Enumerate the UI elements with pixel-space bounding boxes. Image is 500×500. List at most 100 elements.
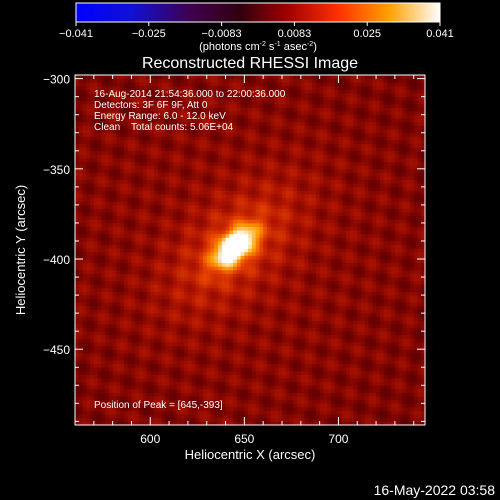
heat-pixel bbox=[225, 259, 230, 264]
heat-pixel bbox=[135, 385, 140, 390]
heat-pixel bbox=[353, 363, 358, 368]
heat-pixel bbox=[394, 259, 400, 264]
heat-pixel bbox=[368, 421, 373, 425]
heat-pixel bbox=[218, 417, 223, 422]
heat-pixel bbox=[278, 349, 283, 354]
heat-pixel bbox=[293, 374, 298, 379]
heat-pixel bbox=[169, 356, 174, 361]
heat-pixel bbox=[417, 251, 422, 256]
heat-pixel bbox=[285, 392, 290, 397]
heat-pixel bbox=[421, 417, 425, 422]
heat-pixel bbox=[421, 316, 425, 321]
heat-pixel bbox=[116, 334, 121, 339]
heat-pixel bbox=[300, 378, 305, 383]
heat-pixel bbox=[334, 378, 339, 383]
heat-pixel bbox=[233, 327, 238, 332]
heat-pixel bbox=[169, 342, 174, 347]
heat-pixel bbox=[312, 392, 317, 397]
heat-pixel bbox=[387, 414, 392, 419]
heat-pixel bbox=[218, 309, 223, 314]
heat-pixel bbox=[413, 421, 418, 425]
heat-pixel bbox=[146, 230, 151, 235]
heat-pixel bbox=[218, 280, 223, 285]
heat-pixel bbox=[248, 305, 253, 310]
heat-pixel bbox=[406, 298, 411, 303]
heat-pixel bbox=[364, 302, 369, 307]
heat-pixel bbox=[266, 269, 272, 274]
heat-pixel bbox=[338, 280, 343, 285]
heat-pixel bbox=[180, 417, 185, 422]
heat-pixel bbox=[255, 388, 260, 393]
heat-pixel bbox=[180, 378, 185, 383]
heat-pixel bbox=[90, 248, 95, 253]
heat-pixel bbox=[112, 360, 117, 365]
heat-pixel bbox=[135, 259, 140, 264]
heat-pixel bbox=[135, 381, 140, 386]
heat-pixel bbox=[376, 378, 381, 383]
heat-pixel bbox=[357, 334, 362, 339]
heat-pixel bbox=[78, 356, 83, 361]
heat-pixel bbox=[398, 287, 403, 292]
heat-pixel bbox=[191, 251, 196, 256]
heat-pixel bbox=[236, 302, 241, 307]
heat-pixel bbox=[361, 280, 366, 285]
heat-pixel bbox=[112, 259, 117, 264]
heat-pixel bbox=[172, 349, 178, 354]
heat-pixel bbox=[108, 417, 114, 422]
heat-pixel bbox=[176, 302, 181, 307]
heat-pixel bbox=[368, 302, 373, 307]
heat-pixel bbox=[202, 417, 208, 422]
heat-pixel bbox=[402, 403, 407, 408]
heat-pixel bbox=[214, 360, 219, 365]
heat-pixel bbox=[225, 273, 230, 278]
heat-pixel bbox=[225, 385, 230, 390]
heat-pixel bbox=[112, 392, 117, 397]
colorbar-ticks: −0.041 −0.025 −0.0083 0.0083 0.025 0.041 bbox=[59, 22, 454, 40]
heat-pixel bbox=[372, 385, 377, 390]
heat-pixel bbox=[263, 295, 268, 300]
heat-pixel bbox=[154, 338, 159, 343]
heat-pixel bbox=[123, 284, 129, 289]
heat-pixel bbox=[180, 403, 185, 408]
heat-pixel bbox=[93, 291, 98, 296]
heat-pixel bbox=[402, 331, 407, 336]
heat-pixel bbox=[263, 251, 268, 256]
heat-pixel bbox=[364, 363, 369, 368]
heat-pixel bbox=[357, 273, 362, 278]
heat-pixel bbox=[210, 334, 215, 339]
heat-pixel bbox=[97, 316, 102, 321]
heat-pixel bbox=[413, 266, 418, 271]
heat-pixel bbox=[161, 417, 166, 422]
heat-pixel bbox=[221, 280, 226, 285]
heat-pixel bbox=[353, 334, 358, 339]
heat-pixel bbox=[357, 331, 362, 336]
heat-pixel bbox=[101, 277, 106, 282]
heat-pixel bbox=[304, 237, 309, 242]
heat-pixel bbox=[394, 233, 400, 238]
heat-pixel bbox=[409, 295, 415, 300]
heat-pixel bbox=[169, 349, 174, 354]
heat-pixel bbox=[394, 338, 400, 343]
heat-pixel bbox=[398, 240, 403, 245]
heat-pixel bbox=[157, 356, 162, 361]
heat-pixel bbox=[315, 277, 321, 282]
heat-pixel bbox=[93, 399, 98, 404]
heat-pixel bbox=[101, 392, 106, 397]
heat-pixel bbox=[169, 323, 174, 328]
heat-pixel bbox=[82, 305, 87, 310]
heat-pixel bbox=[191, 240, 196, 245]
heat-pixel bbox=[75, 266, 80, 271]
heat-pixel bbox=[157, 295, 162, 300]
heat-pixel bbox=[218, 287, 223, 292]
heat-pixel bbox=[101, 313, 106, 318]
heat-pixel bbox=[202, 255, 208, 260]
heat-pixel bbox=[372, 302, 377, 307]
heat-pixel bbox=[146, 360, 151, 365]
heat-pixel bbox=[135, 298, 140, 303]
heat-pixel bbox=[334, 273, 339, 278]
heat-pixel bbox=[364, 273, 369, 278]
heat-pixel bbox=[293, 269, 298, 274]
heat-pixel bbox=[93, 349, 98, 354]
heat-pixel bbox=[233, 338, 238, 343]
heat-pixel bbox=[274, 367, 279, 372]
